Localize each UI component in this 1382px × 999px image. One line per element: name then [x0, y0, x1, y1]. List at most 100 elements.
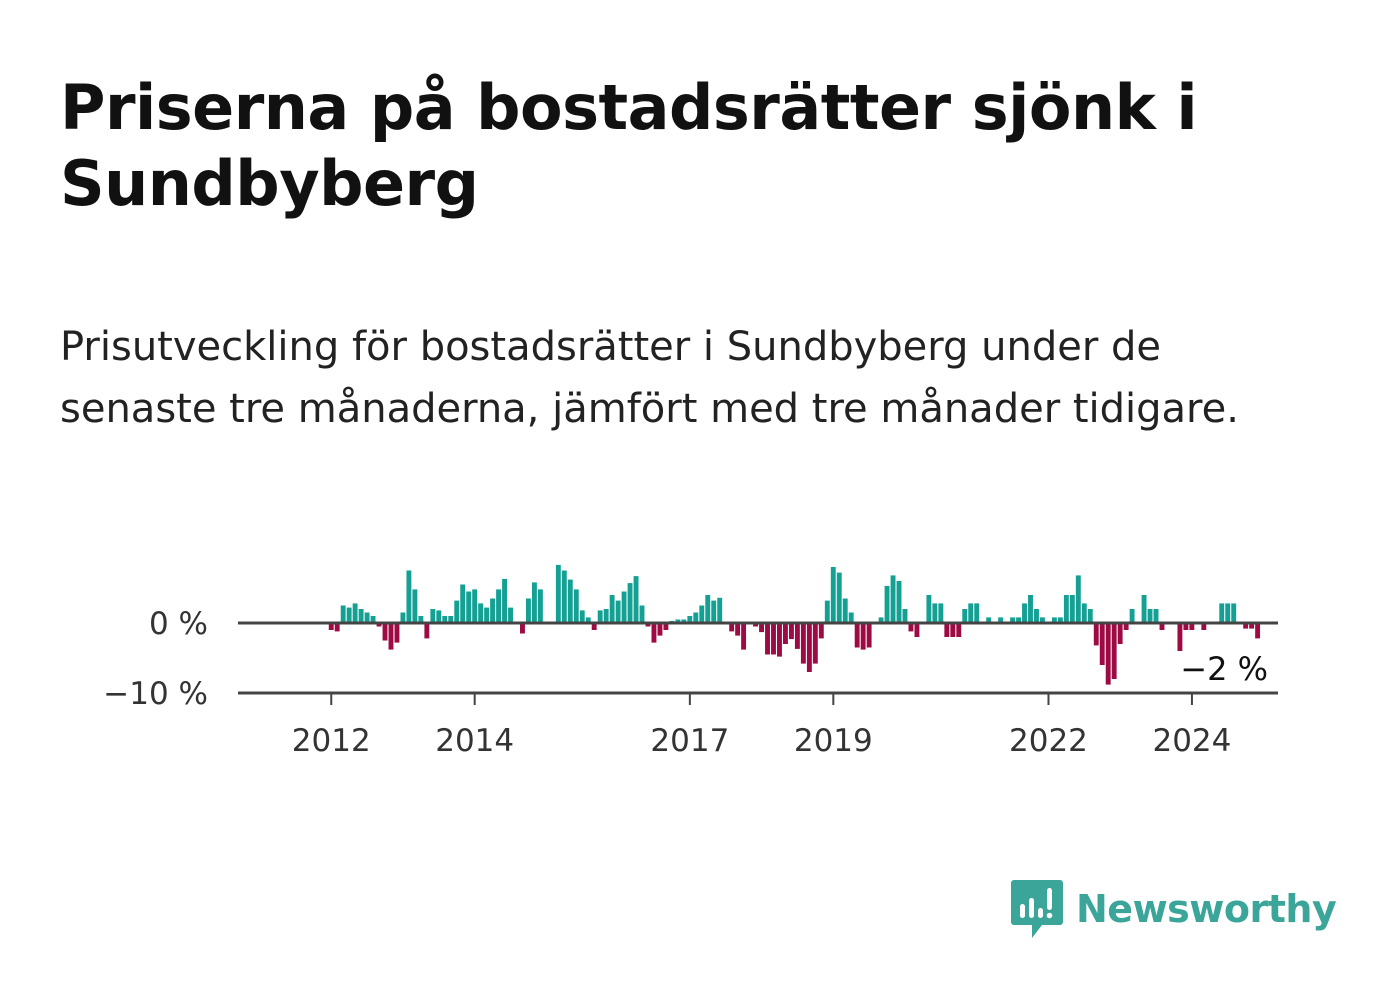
bar: [878, 617, 884, 623]
bar: [496, 589, 502, 623]
y-tick-label: 0 %: [149, 606, 208, 642]
bar: [687, 616, 693, 623]
x-tick-label: 2019: [794, 723, 873, 759]
bar: [932, 603, 938, 623]
bar: [531, 582, 537, 623]
bar-chart: 0 % −10 % 2012 2014 2017 2019 2022 2024 −2 %: [103, 564, 1278, 759]
bar: [663, 623, 669, 630]
bar: [818, 623, 824, 639]
y-tick-label: −10 %: [103, 676, 208, 712]
bar: [830, 567, 836, 623]
x-tick-label: 2017: [650, 723, 729, 759]
bar: [388, 623, 394, 650]
bar: [800, 623, 806, 664]
bar: [406, 570, 412, 623]
bar: [1141, 595, 1147, 623]
bar: [717, 597, 723, 623]
bar: [382, 623, 388, 641]
bar: [334, 623, 340, 632]
bar: [759, 623, 764, 633]
x-axis: 2012 2014 2017 2019 2022 2024: [292, 694, 1231, 759]
bar: [1111, 623, 1117, 679]
bar: [1159, 623, 1165, 630]
chart-title: Priserna på bostadsrätter sjönk i Sundby…: [60, 71, 1198, 220]
bar: [1123, 623, 1129, 630]
bar: [1129, 609, 1135, 623]
bar: [412, 589, 418, 623]
bar: [950, 623, 956, 637]
bar: [370, 616, 376, 623]
bar: [1225, 603, 1231, 623]
bar: [442, 616, 448, 623]
bar: [609, 595, 615, 623]
bar: [1075, 575, 1081, 623]
bar: [938, 603, 944, 623]
bar: [788, 623, 794, 640]
bar: [806, 623, 812, 672]
bar: [1153, 609, 1159, 623]
bar: [400, 612, 406, 623]
bar: [490, 598, 496, 623]
bar: [1010, 617, 1016, 623]
y-axis: 0 % −10 %: [103, 606, 1278, 712]
bar: [1189, 623, 1195, 630]
bar: [1243, 623, 1249, 629]
newsworthy-logo-icon: [1011, 880, 1063, 938]
bar: [1057, 617, 1063, 623]
bar: [537, 589, 543, 623]
bar: [561, 570, 567, 623]
bar: [884, 585, 890, 623]
bar: [783, 623, 788, 644]
bar: [436, 610, 442, 623]
bar: [812, 623, 818, 664]
last-value-annotation: −2 %: [1180, 650, 1268, 688]
bar: [1093, 623, 1099, 646]
bar: [753, 623, 759, 627]
bar: [699, 605, 705, 623]
bar: [1183, 623, 1189, 630]
brand-logo[interactable]: Newsworthy: [1010, 878, 1337, 940]
bar: [615, 600, 621, 623]
bar: [627, 583, 633, 623]
bar: [986, 617, 992, 623]
bar: [908, 623, 914, 632]
bar: [711, 600, 717, 623]
bar: [484, 607, 490, 623]
bar: [1022, 603, 1027, 623]
bar: [848, 612, 854, 623]
bar: [860, 623, 866, 650]
bar: [418, 616, 424, 623]
bar: [794, 623, 800, 649]
bar: [998, 617, 1004, 623]
bar: [585, 617, 591, 623]
bar: [424, 623, 430, 639]
bar: [1081, 603, 1087, 623]
chart-subtitle: Prisutveckling för bostadsrätter i Sundb…: [60, 324, 1239, 432]
bar: [633, 576, 639, 623]
bar: [1201, 623, 1207, 630]
bar: [1147, 609, 1153, 623]
bar: [639, 605, 645, 623]
bar: [914, 623, 920, 637]
bar: [352, 603, 358, 623]
bar: [526, 598, 531, 623]
bar: [968, 603, 974, 623]
bar: [729, 623, 735, 632]
bar: [705, 595, 711, 623]
bar: [1231, 603, 1237, 623]
bar: [621, 591, 627, 623]
bar: [1063, 595, 1069, 623]
bar: [1099, 623, 1105, 665]
bar: [651, 623, 657, 643]
bar: [1028, 595, 1033, 623]
x-tick-label: 2024: [1152, 723, 1231, 759]
bar: [854, 623, 860, 648]
bar: [466, 591, 472, 623]
bar: [520, 623, 525, 634]
bar: [502, 578, 507, 623]
bar: [974, 603, 980, 623]
bar: [777, 623, 782, 657]
bar: [962, 609, 968, 623]
bar: [741, 623, 747, 650]
bar: [657, 623, 663, 636]
